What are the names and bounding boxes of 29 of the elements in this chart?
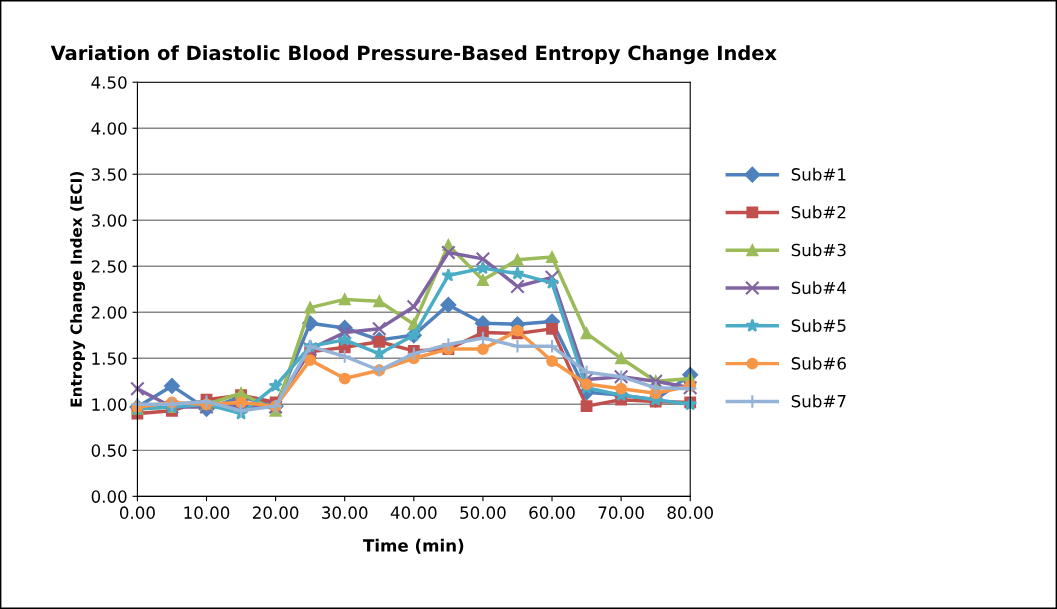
y-tick-label: 2.50 [91, 260, 127, 273]
y-tick-label: 4.50 [91, 76, 127, 89]
x-tick-label: 40.00 [390, 506, 437, 519]
x-tick-label: 70.00 [598, 506, 644, 519]
legend-label: Sub#6 [791, 356, 846, 370]
x-tick-label: 50.00 [460, 506, 506, 519]
y-tick-label: 1.00 [92, 398, 127, 411]
legend-label: Sub#7 [791, 394, 846, 408]
y-tick-label: 1.50 [92, 352, 127, 365]
legend-label: Sub#2 [791, 205, 846, 219]
legend-label: Sub#3 [791, 243, 846, 257]
y-axis-title: Entropy Change Index (ECI) [70, 172, 86, 407]
y-tick-label: 0.50 [91, 444, 127, 457]
x-tick-label: 0.00 [119, 506, 155, 519]
x-tick-label: 10.00 [184, 506, 230, 519]
x-tick-label: 60.00 [529, 506, 575, 519]
legend-label: Sub#4 [791, 281, 847, 295]
x-tick-label: 20.00 [252, 506, 299, 519]
x-axis-title: Time (min) [363, 538, 464, 554]
x-tick-label: 30.00 [322, 506, 368, 519]
legend-label: Sub#5 [791, 319, 846, 332]
y-tick-label: 3.00 [91, 214, 127, 227]
legend-label: Sub#1 [791, 167, 846, 181]
y-tick-label: 2.00 [91, 306, 127, 319]
chart-title: Variation of Diastolic Blood Pressure-Based Entropy Change Index [50, 45, 777, 65]
y-tick-label: 4.00 [91, 122, 127, 135]
y-tick-label: 3.50 [91, 168, 127, 181]
y-tick-label: 0.00 [91, 490, 127, 503]
x-tick-label: 80.00 [667, 506, 713, 519]
